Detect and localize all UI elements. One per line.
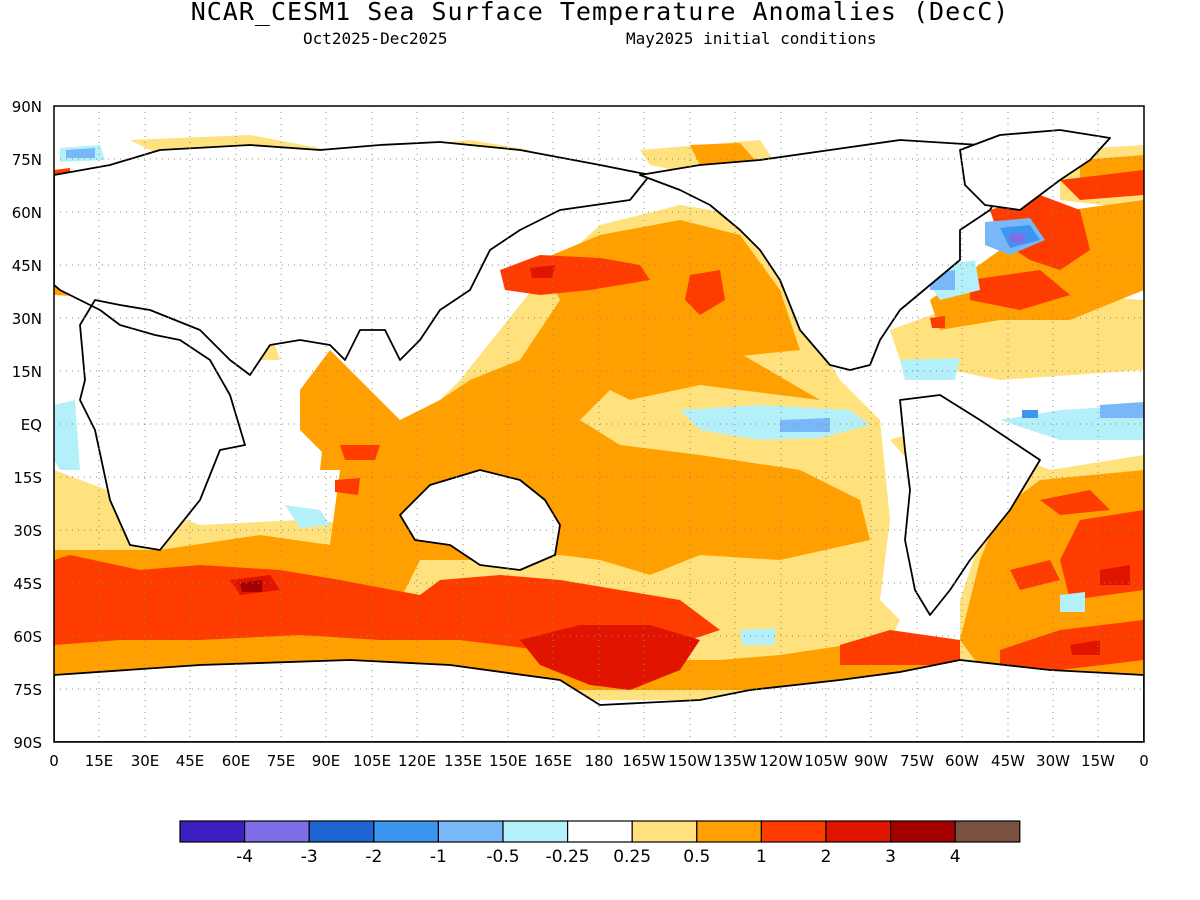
lon-label: 30E <box>131 752 160 770</box>
lon-label: 120W <box>759 752 803 770</box>
lon-label: 0 <box>49 752 59 770</box>
lat-label: 30N <box>12 310 42 328</box>
sst-anomaly-field <box>54 106 1144 742</box>
colorbar-swatch <box>179 820 246 843</box>
colorbar-label: 2 <box>821 847 832 867</box>
colorbar-label: -3 <box>301 847 318 867</box>
lon-label: 165W <box>622 752 666 770</box>
colorbar-swatch <box>760 820 827 843</box>
initial-conditions: May2025 initial conditions <box>626 29 877 48</box>
lon-label: 105E <box>353 752 391 770</box>
lat-label: 60N <box>12 204 42 222</box>
lon-label: 15E <box>85 752 114 770</box>
lat-label: 90N <box>12 98 42 116</box>
chart-title: NCAR_CESM1 Sea Surface Temperature Anoma… <box>190 0 1010 26</box>
lat-label: 45S <box>13 575 42 593</box>
colorbar-label: -1 <box>430 847 447 867</box>
colorbar-label: 0.25 <box>613 847 651 867</box>
lat-label: 15S <box>13 469 42 487</box>
lon-label: 15W <box>1081 752 1115 770</box>
colorbar-swatch <box>631 820 698 843</box>
lon-label: 135W <box>713 752 757 770</box>
lon-label: 30W <box>1036 752 1070 770</box>
lon-label: 60W <box>945 752 979 770</box>
colorbar <box>179 820 1021 843</box>
colorbar-swatch <box>696 820 762 843</box>
lon-label: 180 <box>585 752 614 770</box>
colorbar-swatch <box>308 820 375 843</box>
colorbar-label: -4 <box>236 847 253 867</box>
lon-label: 60E <box>222 752 251 770</box>
lat-label: 30S <box>13 522 42 540</box>
lat-label: 75N <box>12 151 42 169</box>
lon-label: 45W <box>991 752 1025 770</box>
colorbar-swatch <box>437 820 504 843</box>
lon-label: 120E <box>398 752 436 770</box>
colorbar-label: 0.5 <box>683 847 710 867</box>
colorbar-label: -2 <box>365 847 382 867</box>
lon-label: 135E <box>444 752 482 770</box>
forecast-period: Oct2025-Dec2025 <box>303 29 448 48</box>
lon-label: 90E <box>312 752 341 770</box>
colorbar-swatch <box>244 820 310 843</box>
lon-label: 165E <box>534 752 572 770</box>
lon-label: 150W <box>668 752 712 770</box>
colorbar-label: 4 <box>950 847 961 867</box>
lat-label: 90S <box>13 734 42 752</box>
colorbar-label: -0.5 <box>486 847 519 867</box>
map-gridlines <box>54 106 1144 742</box>
colorbar-label: 3 <box>885 847 896 867</box>
colorbar-swatch <box>889 820 956 843</box>
colorbar-swatch <box>566 820 633 843</box>
map-frame <box>53 105 1145 743</box>
colorbar-label: 1 <box>756 847 767 867</box>
lat-label: 15N <box>12 363 42 381</box>
colorbar-swatch <box>373 820 439 843</box>
lat-label: 75S <box>13 681 42 699</box>
lat-label: 60S <box>13 628 42 646</box>
lon-label: 45E <box>176 752 205 770</box>
lon-label: 90W <box>854 752 888 770</box>
lon-label: 75E <box>267 752 296 770</box>
lat-label: EQ <box>21 416 42 434</box>
colorbar-label: -0.25 <box>546 847 590 867</box>
lon-label: 150E <box>489 752 527 770</box>
lon-label: 105W <box>804 752 848 770</box>
lon-label: 75W <box>900 752 934 770</box>
colorbar-swatch <box>825 820 892 843</box>
lon-label: 0 <box>1139 752 1149 770</box>
colorbar-swatch <box>502 820 569 843</box>
colorbar-swatch <box>954 820 1021 843</box>
lat-label: 45N <box>12 257 42 275</box>
